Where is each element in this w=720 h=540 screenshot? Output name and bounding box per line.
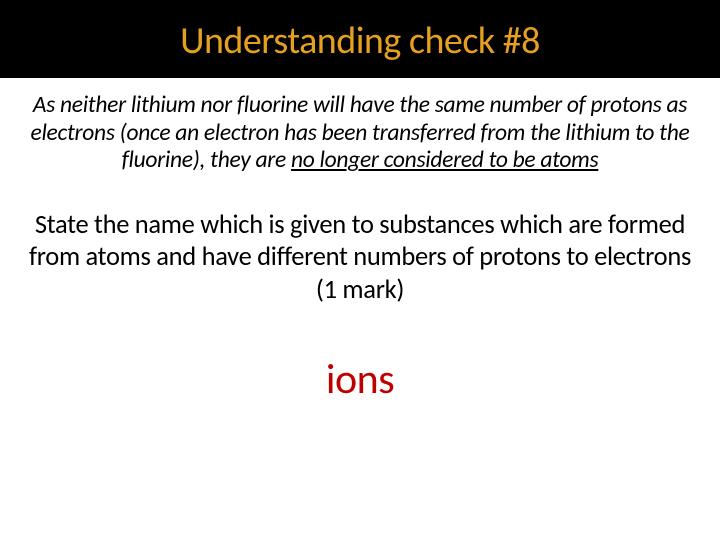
intro-underlined: no longer considered to be atoms [291,146,598,174]
question-paragraph: State the name which is given to substan… [20,209,700,306]
title-bar: Understanding check #8 [0,0,720,78]
slide-title: Understanding check #8 [0,18,720,64]
answer-text: ions [20,354,700,405]
intro-paragraph: As neither lithium nor fluorine will hav… [20,92,700,175]
slide-body: As neither lithium nor fluorine will hav… [0,78,720,405]
